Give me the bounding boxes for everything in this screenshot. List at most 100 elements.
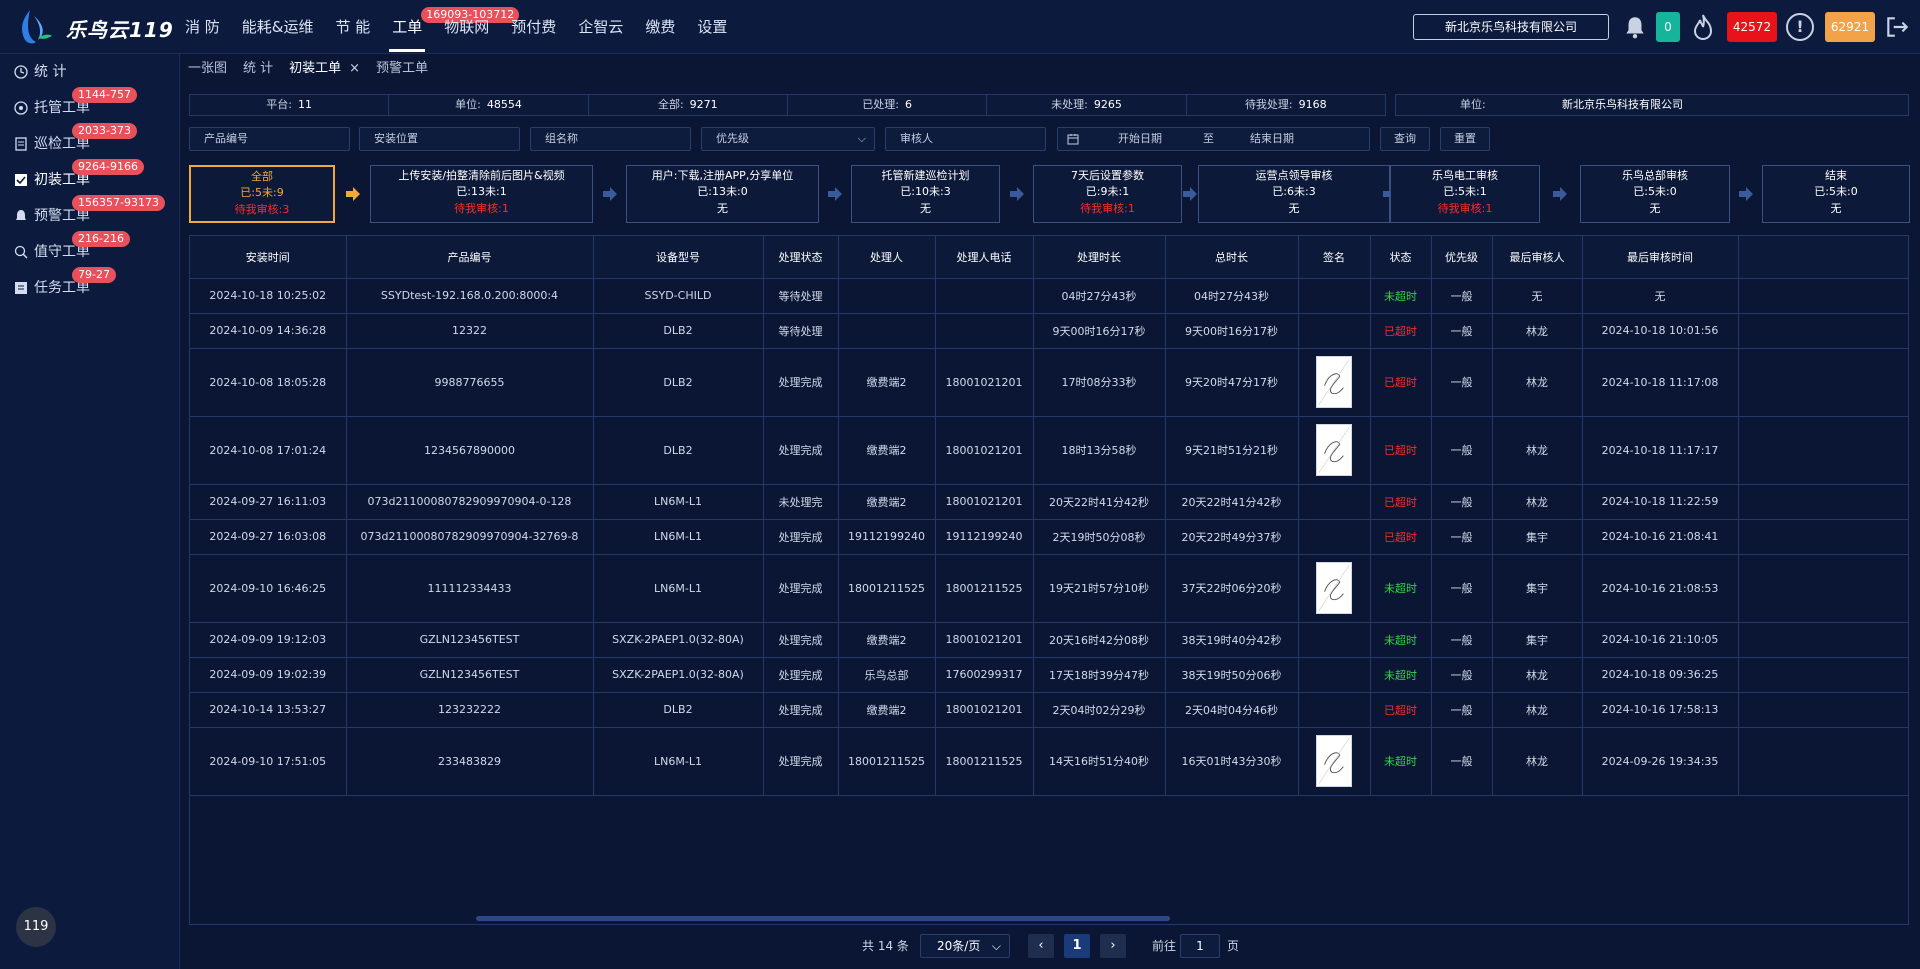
sidebar-item[interactable]: 统 计 — [0, 54, 179, 90]
nav-item[interactable]: 工单 169093-103712 — [381, 0, 520, 54]
notification-count[interactable]: 0 — [1656, 12, 1680, 42]
date-range-picker[interactable]: 开始日期 至 结束日期 — [1057, 127, 1370, 151]
current-page[interactable]: 1 — [1064, 934, 1090, 958]
workflow-step[interactable]: 全部 已:5未:9 待我审核:3 — [189, 165, 335, 223]
arrow-right-icon — [828, 187, 842, 201]
page-size-select[interactable]: 20条/页 ⌵ — [920, 934, 1010, 958]
nav-item[interactable]: 缴费 — [634, 0, 686, 54]
date-to: 至 — [1203, 132, 1214, 145]
cell-phone: 18001021201 — [935, 484, 1034, 520]
cell-product: 073d21100080782909970904-32769-8 — [346, 519, 594, 555]
workflow-step[interactable]: 运营点领导审核 已:6未:3 无 — [1198, 165, 1390, 223]
company-selector[interactable]: 新北京乐鸟科技有限公司 — [1413, 14, 1609, 40]
cell-time: 2024-10-08 17:01:24 — [190, 416, 347, 485]
nav-item[interactable]: 设置 — [686, 0, 738, 54]
sidebar-item[interactable]: 托管工单 1144-757 — [0, 87, 179, 126]
sidebar-item[interactable]: 任务工单 79-27 — [0, 267, 179, 306]
stat-item: 待我处理: 9168 — [1187, 95, 1385, 115]
page-tab[interactable]: 预警工单 — [368, 54, 436, 84]
table-row[interactable]: 2024-10-14 13:53:27 123232222 DLB2 处理完成 缴费端2… — [190, 692, 1908, 728]
workflow-step-pending: 待我审核:1 — [1080, 202, 1135, 215]
workflow-step[interactable]: 用户:下载,注册APP,分享单位 已:13未:0 无 — [626, 165, 819, 223]
page-tab[interactable]: 一张图 — [180, 54, 235, 84]
arrow-right-icon — [1183, 187, 1197, 201]
column-header: 状态 — [1370, 236, 1432, 279]
fire-icon[interactable] — [1690, 13, 1716, 41]
table-row[interactable]: 2024-09-27 16:03:08 073d21100080782909970… — [190, 519, 1908, 555]
table-row[interactable]: 2024-10-18 10:25:02 SSYDtest-192.168.0.20… — [190, 278, 1908, 314]
workflow-step[interactable]: 托管新建巡检计划 已:10未:3 无 — [851, 165, 1000, 223]
workflow-step[interactable]: 上传安装/拍整清除前后图片&视频 已:13未:1 待我审核:1 — [370, 165, 593, 223]
cell-status: 已超时 — [1370, 416, 1432, 485]
priority-select[interactable]: 优先级 ⌵ — [701, 127, 875, 151]
table-row[interactable]: 2024-09-27 16:11:03 073d21100080782909970… — [190, 484, 1908, 520]
fire-alarm-count[interactable]: 42572 — [1727, 12, 1777, 42]
page-tab-label: 初装工单 — [289, 61, 342, 76]
warning-icon[interactable]: ! — [1786, 13, 1814, 41]
table-row[interactable]: 2024-09-10 17:51:05 233483829 LN6M-L1 处理完成 1… — [190, 727, 1908, 796]
table-row[interactable]: 2024-10-09 14:36:28 12322 DLB2 等待处理 9天00时16分… — [190, 313, 1908, 349]
end-date[interactable]: 结束日期 — [1250, 132, 1294, 145]
install-position-input[interactable]: 安装位置 — [359, 127, 520, 151]
page-tab[interactable]: 统 计 — [235, 54, 281, 84]
signature-cell — [1298, 727, 1371, 796]
table-row[interactable]: 2024-10-08 18:05:28 9988776655 DLB2 处理完成 缴费端… — [190, 348, 1908, 417]
sidebar-item[interactable]: 初装工单 9264-9166 — [0, 159, 179, 198]
table-row[interactable]: 2024-10-08 17:01:24 1234567890000 DLB2 处理完成… — [190, 416, 1908, 485]
table-row[interactable]: 2024-09-09 19:12:03 GZLN123456TEST SXZK-2P… — [190, 622, 1908, 658]
sidebar-item[interactable]: 巡检工单 2033-373 — [0, 123, 179, 162]
cell-handler: 缴费端2 — [838, 348, 936, 417]
nav-item[interactable]: 消 防 — [174, 0, 231, 54]
cell-extra — [1738, 554, 1908, 623]
workflow-step[interactable]: 乐鸟电工审核 已:5未:1 待我审核:1 — [1390, 165, 1540, 223]
nav-item[interactable]: 预付费 — [500, 0, 567, 54]
chevron-down-icon: ⌵ — [857, 132, 866, 145]
inspection-icon — [15, 137, 27, 151]
bell-icon[interactable] — [1622, 14, 1648, 40]
table-row[interactable]: 2024-09-09 19:02:39 GZLN123456TEST SXZK-2P… — [190, 657, 1908, 693]
group-name-input[interactable]: 组名称 — [530, 127, 691, 151]
horizontal-scrollbar[interactable] — [476, 916, 1170, 921]
query-button[interactable]: 查询 — [1380, 127, 1430, 151]
nav-item[interactable]: 企智云 — [567, 0, 634, 54]
warning-count[interactable]: 62921 — [1825, 12, 1875, 42]
table-row[interactable]: 2024-09-10 16:46:25 111112334433 LN6M-L1 处理… — [190, 554, 1908, 623]
cell-rtime: 2024-10-18 09:36:25 — [1582, 657, 1739, 693]
cell-model: SSYD-CHILD — [593, 278, 764, 314]
reviewer-input[interactable]: 审核人 — [885, 127, 1046, 151]
sidebar-item[interactable]: 值守工单 216-216 — [0, 231, 179, 270]
page-tab[interactable]: 初装工单 × — [281, 54, 368, 84]
sidebar-item[interactable]: 预警工单 156357-93173 — [0, 195, 179, 234]
goto-page-input[interactable]: 1 — [1180, 934, 1220, 958]
product-no-input[interactable]: 产品编号 — [189, 127, 350, 151]
cell-time: 2024-09-09 19:12:03 — [190, 622, 347, 658]
signature-image[interactable] — [1316, 424, 1352, 476]
logout-icon[interactable] — [1884, 14, 1910, 40]
workflow-step-pending: 无 — [920, 202, 931, 215]
stat-value: 6 — [905, 98, 912, 111]
start-date[interactable]: 开始日期 — [1118, 132, 1162, 145]
signature-image[interactable] — [1316, 356, 1352, 408]
close-icon[interactable]: × — [349, 61, 361, 76]
cell-handler — [838, 278, 936, 314]
cell-extra: 林龙,阿伟,陈贺,森森,晶 — [1738, 278, 1908, 314]
cell-time: 2024-10-18 10:25:02 — [190, 278, 347, 314]
workflow-step-title: 托管新建巡检计划 — [881, 169, 970, 182]
nav-item[interactable]: 节 能 — [324, 0, 381, 54]
avatar[interactable]: 119 — [16, 907, 56, 947]
workflow-step[interactable]: 7天后设置参数 已:9未:1 待我审核:1 — [1033, 165, 1182, 223]
workflow-step-pending: 无 — [1288, 202, 1300, 215]
next-page-button[interactable]: › — [1100, 934, 1126, 958]
workflow-step[interactable]: 乐鸟总部审核 已:5未:0 无 — [1580, 165, 1730, 223]
prev-page-button[interactable]: ‹ — [1028, 934, 1054, 958]
signature-image[interactable] — [1316, 735, 1352, 787]
cell-dur: 9天00时16分17秒 — [1033, 313, 1166, 349]
signature-image[interactable] — [1316, 562, 1352, 614]
nav-item[interactable]: 物联网 — [433, 0, 500, 54]
reset-button[interactable]: 重置 — [1440, 127, 1490, 151]
stat-value: 9168 — [1298, 98, 1327, 111]
workflow-step[interactable]: 结束 已:5未:0 无 — [1762, 165, 1910, 223]
cell-handler: 18001211525 — [838, 554, 936, 623]
cell-time: 2024-10-09 14:36:28 — [190, 313, 347, 349]
nav-item[interactable]: 能耗&运维 — [231, 0, 325, 54]
